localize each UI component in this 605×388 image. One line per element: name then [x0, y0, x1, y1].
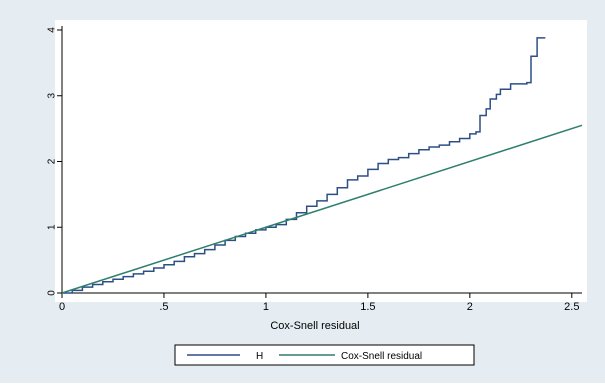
y-tick-label: 3 — [47, 93, 58, 99]
legend: H Cox-Snell residual — [174, 344, 475, 366]
y-axis: 0 1 2 3 4 — [47, 26, 63, 296]
series-layer — [61, 37, 583, 294]
series-line-cox-snell — [61, 124, 583, 294]
x-tick-label: .5 — [159, 301, 168, 313]
y-tick-label: 4 — [47, 27, 58, 33]
plot-area — [55, 20, 587, 302]
x-tick-label: 2.5 — [564, 301, 579, 313]
x-tick-label: 0 — [59, 301, 65, 313]
y-tick-label: 0 — [47, 290, 58, 296]
x-axis-title: Cox-Snell residual — [270, 320, 359, 332]
y-tick-label: 2 — [47, 158, 58, 164]
x-axis: 0 .5 1 1.5 2 2.5 — [59, 292, 582, 313]
y-tick-label: 1 — [47, 224, 58, 230]
x-tick-label: 1 — [263, 301, 269, 313]
legend-label-h: H — [256, 351, 263, 362]
legend-label-cs: Cox-Snell residual — [341, 351, 422, 362]
x-tick-label: 1.5 — [360, 301, 375, 313]
series-line-h — [62, 37, 546, 294]
x-tick-label: 2 — [467, 301, 473, 313]
